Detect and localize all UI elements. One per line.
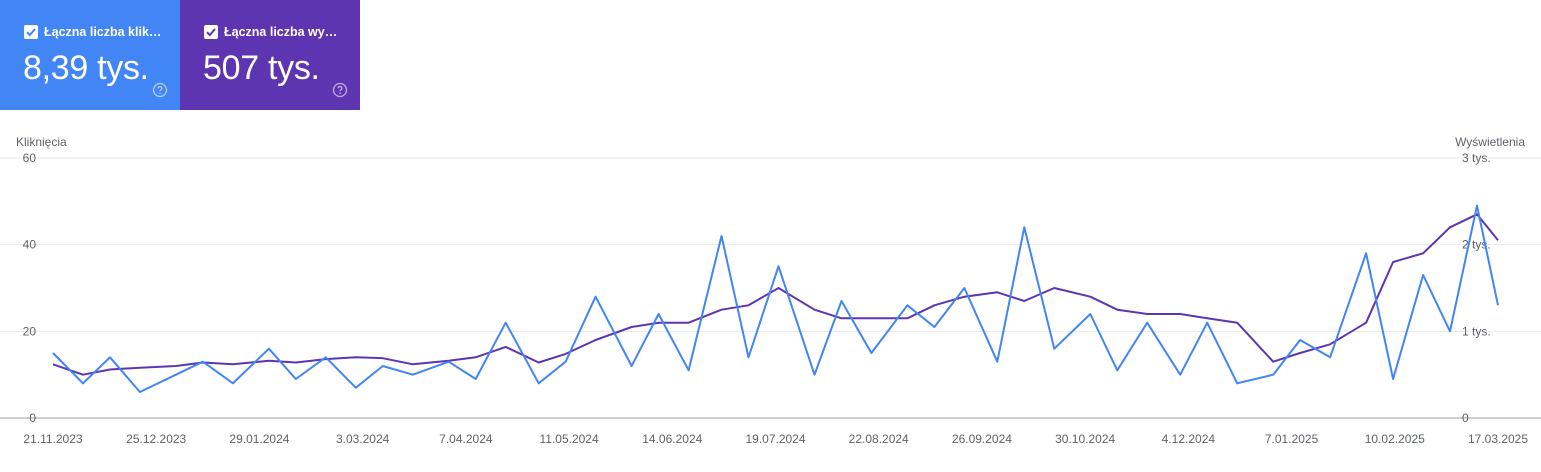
clicks-card-label: Łączna liczba klik… (44, 25, 162, 39)
x-axis-tick-label: 17.03.2025 (1468, 432, 1528, 446)
check-icon (206, 28, 216, 37)
left-axis-title: Kliknięcia (16, 135, 67, 149)
right-axis-ticks: 01 tys.2 tys.3 tys. (1462, 151, 1491, 425)
left-axis-tick-label: 20 (23, 324, 37, 338)
x-axis-tick-label: 7.04.2024 (439, 432, 493, 446)
clicks-metric-card[interactable]: Łączna liczba klik… 8,39 tys. (0, 0, 180, 110)
series-lines (52, 204, 1499, 393)
impressions-total-value: 507 tys. (203, 49, 320, 87)
x-axis-tick-label: 21.11.2023 (23, 432, 82, 446)
right-axis-tick-label: 0 (1462, 411, 1469, 425)
left-axis-tick-label: 60 (23, 151, 37, 165)
x-axis-tick-label: 11.05.2024 (539, 432, 598, 446)
x-axis-tick-label: 4.12.2024 (1162, 432, 1216, 446)
right-axis-tick-label: 1 tys. (1462, 324, 1491, 338)
x-axis-ticks: 21.11.2023 25.12.2023 29.01.2024 3.03.2024 7… (23, 432, 1528, 446)
grid-lines (0, 157, 1541, 419)
help-icon[interactable] (152, 82, 168, 98)
clicks-series-line (52, 204, 1499, 393)
x-axis-tick-label: 14.06.2024 (642, 432, 702, 446)
x-axis-tick-label: 7.01.2025 (1265, 432, 1319, 446)
left-axis-ticks: 0 20 40 60 (23, 151, 37, 425)
x-axis-tick-label: 10.02.2025 (1365, 432, 1425, 446)
impressions-metric-card[interactable]: Łączna liczba wy… 507 tys. (180, 0, 360, 110)
impressions-card-header: Łączna liczba wy… (204, 24, 337, 40)
impressions-card-label: Łączna liczba wy… (224, 25, 338, 39)
clicks-total-value: 8,39 tys. (23, 49, 149, 87)
impressions-series-line (52, 213, 1499, 376)
check-icon (26, 28, 36, 37)
clicks-card-header: Łączna liczba klik… (24, 24, 161, 40)
x-axis-tick-label: 26.09.2024 (952, 432, 1012, 446)
left-axis-tick-label: 0 (29, 411, 36, 425)
x-axis-tick-label: 22.08.2024 (849, 432, 909, 446)
clicks-checkbox[interactable] (24, 25, 38, 39)
x-axis-tick-label: 29.01.2024 (229, 432, 289, 446)
x-axis-tick-label: 3.03.2024 (336, 432, 390, 446)
x-axis-tick-label: 25.12.2023 (126, 432, 186, 446)
help-icon[interactable] (332, 82, 348, 98)
right-axis-title: Wyświetlenia (1455, 135, 1525, 149)
impressions-checkbox[interactable] (204, 25, 218, 39)
x-axis-tick-label: 19.07.2024 (745, 432, 805, 446)
left-axis-tick-label: 40 (23, 238, 37, 252)
right-axis-tick-label: 3 tys. (1462, 151, 1491, 165)
x-axis-tick-label: 30.10.2024 (1055, 432, 1115, 446)
